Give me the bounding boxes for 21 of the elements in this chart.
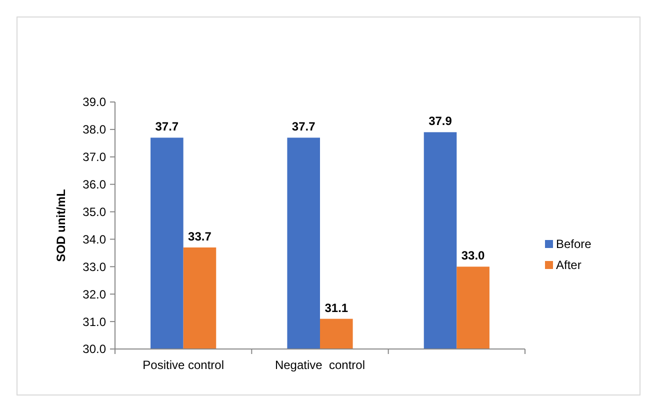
y-tick-label: 33.0 [82, 260, 106, 274]
data-label: 33.0 [461, 248, 486, 263]
data-label: 37.7 [292, 120, 316, 134]
legend-label: After [556, 258, 582, 272]
data-label: 37.9 [428, 114, 452, 128]
x-tick-label: Positive control [142, 358, 224, 372]
data-label: 33.7 [188, 229, 212, 244]
y-tick-label: 31.0 [82, 314, 106, 329]
y-tick-label: 38.0 [82, 122, 106, 137]
y-tick-label: 35.0 [82, 204, 106, 219]
data-label: 31.1 [324, 300, 348, 315]
y-axis-title: SOD unit/mL [54, 189, 68, 262]
x-tick-label: Negative control [274, 358, 366, 372]
y-tick-label: 37.0 [82, 150, 106, 164]
y-tick-label: 34.0 [82, 232, 106, 246]
y-tick-label: 36.0 [82, 178, 106, 192]
y-tick-label: 30.0 [82, 342, 106, 356]
legend-label: Before [556, 237, 592, 252]
y-tick-label: 39.0 [82, 95, 106, 110]
y-tick-label: 32.0 [82, 287, 106, 302]
data-label: 37.7 [155, 120, 179, 134]
